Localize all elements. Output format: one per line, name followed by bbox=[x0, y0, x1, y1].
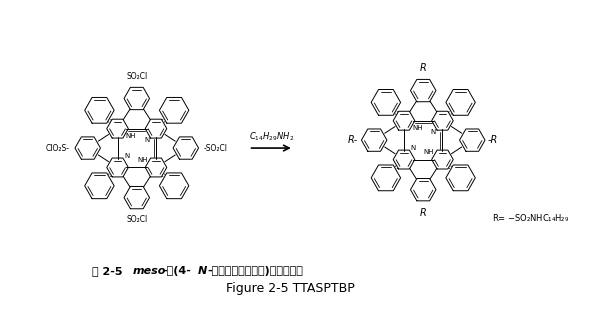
Text: meso: meso bbox=[133, 266, 166, 276]
Text: N: N bbox=[411, 145, 416, 151]
Text: Figure 2-5 TTASPTBP: Figure 2-5 TTASPTBP bbox=[226, 282, 355, 295]
Text: N: N bbox=[431, 129, 436, 135]
Text: NH: NH bbox=[424, 149, 434, 155]
Text: -SO₂Cl: -SO₂Cl bbox=[203, 144, 227, 153]
Text: -R: -R bbox=[488, 135, 498, 145]
Text: R: R bbox=[420, 208, 426, 218]
Text: $C_{14}H_{29}NH_2$: $C_{14}H_{29}NH_2$ bbox=[249, 131, 294, 143]
Text: NH: NH bbox=[125, 133, 136, 139]
Text: N: N bbox=[124, 153, 130, 159]
Text: NH: NH bbox=[412, 125, 422, 131]
Text: N: N bbox=[144, 137, 149, 143]
Text: N: N bbox=[197, 266, 207, 276]
Text: SO₂Cl: SO₂Cl bbox=[126, 72, 147, 81]
Text: -四(4-: -四(4- bbox=[163, 266, 191, 276]
Text: R: R bbox=[420, 63, 426, 73]
Text: ClO₂S-: ClO₂S- bbox=[46, 144, 70, 153]
Text: 图 2-5: 图 2-5 bbox=[92, 266, 126, 276]
Text: SO₂Cl: SO₂Cl bbox=[126, 215, 147, 224]
Text: -十四胺基磺酰苯基)四苯并卟啉: -十四胺基磺酰苯基)四苯并卟啉 bbox=[207, 266, 303, 276]
Text: R= $-$SO₂NHC₁₄H₂₉: R= $-$SO₂NHC₁₄H₂₉ bbox=[492, 212, 570, 223]
Text: R-: R- bbox=[348, 135, 359, 145]
Text: NH: NH bbox=[137, 157, 148, 163]
